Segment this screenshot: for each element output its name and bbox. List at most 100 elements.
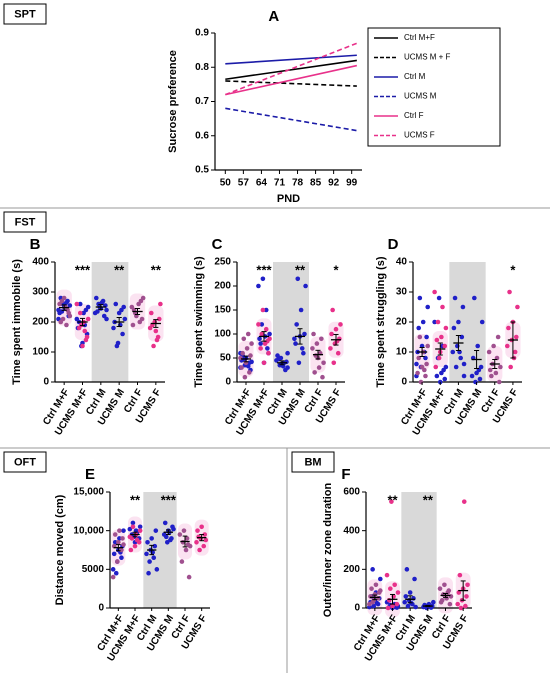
data-point — [285, 350, 290, 356]
legend-label: UCMS M + F — [404, 53, 451, 62]
x-tick-label: 92 — [328, 178, 340, 189]
section-box — [291, 451, 335, 473]
data-point — [489, 373, 494, 379]
data-point — [120, 536, 125, 541]
data-point — [316, 365, 322, 370]
data-point — [302, 331, 307, 337]
data-point — [370, 599, 375, 605]
data-point — [113, 301, 119, 307]
data-point — [121, 528, 126, 533]
data-point — [303, 283, 308, 289]
data-point — [130, 322, 136, 328]
data-point — [295, 276, 301, 282]
data-point — [435, 319, 441, 325]
data-point — [241, 336, 247, 342]
data-point — [420, 319, 426, 325]
data-point — [144, 551, 149, 557]
y-tick-label: 5000 — [82, 564, 105, 575]
data-point — [59, 298, 65, 304]
data-point — [424, 334, 429, 340]
data-point — [77, 301, 83, 307]
chart-title: E — [85, 466, 95, 483]
trend-line — [225, 64, 358, 96]
data-point — [156, 316, 162, 322]
legend-label: UCMS F — [404, 131, 435, 140]
data-point — [451, 325, 457, 331]
data-point — [194, 539, 199, 545]
data-point — [67, 313, 73, 319]
data-point — [259, 322, 265, 327]
data-point — [432, 289, 437, 295]
data-point — [153, 328, 159, 334]
significance: ** — [130, 492, 141, 507]
section-box — [3, 211, 47, 233]
y-tick-label: 0 — [225, 377, 231, 388]
data-point — [433, 364, 439, 370]
x-tick-label: 57 — [238, 178, 250, 189]
y-tick-label: 0 — [43, 377, 49, 388]
significance: ** — [423, 492, 434, 507]
trend-line — [225, 42, 358, 96]
data-point — [461, 373, 467, 379]
x-tick-label: 64 — [256, 178, 268, 189]
data-point — [452, 295, 458, 301]
data-point — [151, 343, 156, 349]
y-tick-label: 10 — [396, 347, 408, 358]
data-point — [394, 601, 400, 607]
data-point — [319, 336, 324, 342]
data-point — [423, 373, 428, 379]
data-point — [508, 364, 513, 370]
data-point — [257, 336, 262, 342]
male-shading — [449, 262, 486, 382]
data-point — [163, 534, 169, 540]
y-tick-label: 0.5 — [195, 165, 209, 176]
data-point — [496, 379, 502, 385]
data-point — [378, 576, 383, 582]
data-point — [150, 550, 155, 555]
data-point — [487, 367, 493, 373]
y-tick-label: 0 — [98, 603, 104, 614]
data-point — [330, 307, 335, 313]
data-point — [260, 276, 266, 282]
data-point — [436, 295, 442, 301]
data-point — [127, 534, 133, 540]
chart-title: A — [268, 8, 279, 25]
data-point — [498, 364, 503, 370]
data-point — [407, 590, 413, 595]
section-label: OFT — [14, 456, 36, 468]
significance: ** — [114, 262, 125, 277]
data-point — [437, 586, 443, 591]
data-point — [247, 370, 252, 375]
data-point — [104, 307, 109, 313]
data-point — [147, 559, 152, 564]
data-point — [265, 338, 270, 344]
data-point — [442, 343, 448, 349]
data-point — [432, 319, 437, 325]
data-point — [267, 331, 272, 337]
data-point — [117, 528, 122, 533]
data-point — [110, 567, 116, 572]
y-tick-label: 20 — [396, 317, 408, 328]
data-point — [119, 555, 124, 561]
data-point — [412, 576, 417, 582]
data-point — [444, 596, 449, 601]
data-point — [114, 343, 120, 349]
y-tick-label: 150 — [214, 305, 231, 316]
section-label: SPT — [14, 8, 36, 20]
data-point — [333, 326, 339, 332]
data-point — [469, 373, 475, 379]
data-point — [260, 307, 266, 313]
x-tick-label: 99 — [346, 178, 358, 189]
data-point — [506, 325, 511, 331]
chart-title: B — [30, 236, 41, 253]
data-point — [294, 322, 299, 327]
data-point — [240, 350, 245, 356]
y-tick-label: 200 — [32, 317, 49, 328]
data-point — [116, 539, 121, 545]
data-point — [369, 586, 374, 591]
significance: * — [333, 262, 339, 277]
y-tick-label: 100 — [214, 329, 231, 340]
data-point — [385, 605, 391, 611]
data-point — [146, 570, 151, 576]
